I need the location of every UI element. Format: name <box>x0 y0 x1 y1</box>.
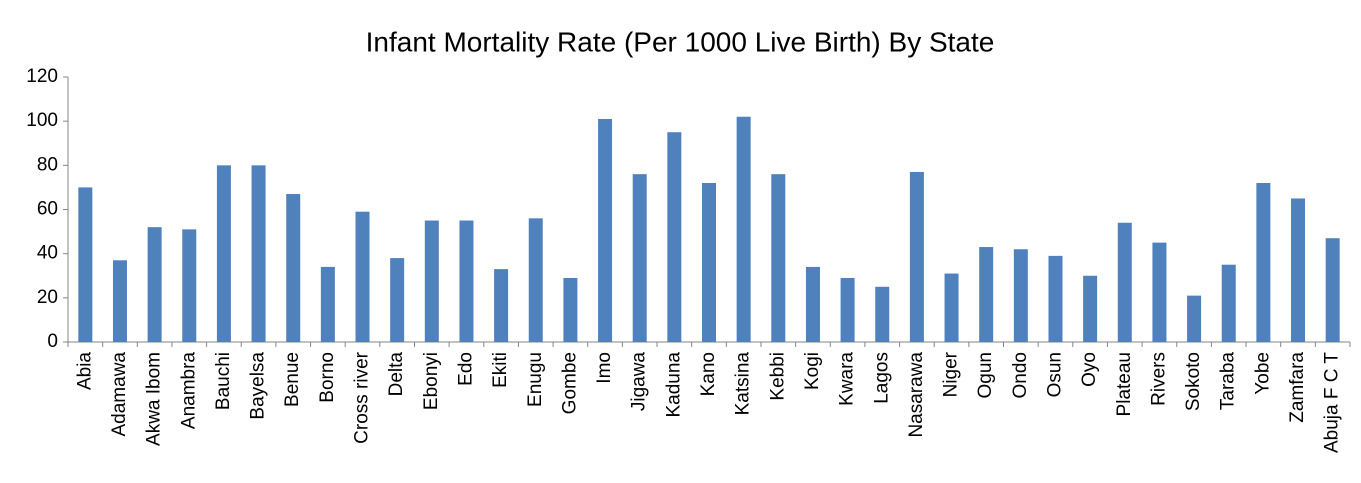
bar <box>875 286 890 342</box>
y-tick-label: 100 <box>26 110 58 131</box>
bar <box>805 266 820 342</box>
x-tick-label: Kaduna <box>663 352 684 418</box>
bar <box>1152 242 1167 342</box>
bar <box>286 194 301 342</box>
y-tick-label: 0 <box>47 331 58 352</box>
bar <box>771 174 786 342</box>
x-tick-label: Bayelsa <box>248 352 269 420</box>
bar <box>459 220 474 342</box>
x-tick-label: Kano <box>698 352 719 396</box>
bar <box>979 247 994 342</box>
x-tick-label: Osun <box>1045 352 1066 397</box>
x-tick-label: Katsina <box>733 352 754 416</box>
x-tick-label: Enugu <box>525 352 546 407</box>
x-tick-label: Kogi <box>802 352 823 390</box>
x-tick-label: Jigawa <box>629 352 650 412</box>
x-tick-label: Taraba <box>1218 352 1239 411</box>
bar <box>424 220 439 342</box>
bar <box>736 116 751 342</box>
x-tick-label: Ebonyi <box>421 352 442 410</box>
y-tick-label: 40 <box>37 243 58 264</box>
bar <box>1325 238 1340 342</box>
y-tick-label: 20 <box>37 287 58 308</box>
x-tick-label: Abia <box>74 352 95 390</box>
x-tick-label: Nasarawa <box>906 352 927 438</box>
bar <box>390 258 405 342</box>
x-tick-label: Yobe <box>1252 352 1273 395</box>
x-tick-label: Gombe <box>559 352 580 414</box>
bar <box>1256 183 1271 342</box>
y-tick-label: 60 <box>37 199 58 220</box>
bar <box>251 165 266 342</box>
x-tick-label: Delta <box>386 352 407 397</box>
bar <box>494 269 509 342</box>
x-tick-label: Kebbi <box>767 352 788 401</box>
bar <box>1083 275 1098 342</box>
bar <box>78 187 93 342</box>
bar <box>909 171 924 342</box>
bar <box>147 227 162 342</box>
x-tick-label: Lagos <box>871 352 892 404</box>
y-tick-label: 120 <box>26 66 58 87</box>
bar <box>1013 249 1028 342</box>
x-tick-label: Adamawa <box>109 352 130 437</box>
bar <box>216 165 231 342</box>
y-tick-label: 80 <box>37 154 58 175</box>
bar <box>182 229 197 342</box>
x-tick-label: Ekiti <box>490 352 511 388</box>
x-tick-label: Kwara <box>837 352 858 406</box>
bar <box>944 273 959 342</box>
x-tick-label: Sokoto <box>1183 352 1204 411</box>
x-tick-label: Cross river <box>352 351 373 444</box>
bar <box>355 211 370 342</box>
bar <box>667 132 682 342</box>
bar <box>528 218 543 342</box>
x-tick-label: Zamfara <box>1287 352 1308 423</box>
x-tick-label: Ogun <box>975 352 996 398</box>
x-tick-label: Imo <box>594 352 615 384</box>
x-tick-label: Niger <box>941 351 962 397</box>
bar <box>1117 222 1132 342</box>
bar <box>702 183 716 342</box>
x-tick-label: Benue <box>282 352 303 407</box>
chart-title: Infant Mortality Rate (Per 1000 Live Bir… <box>366 26 995 57</box>
bar <box>1291 198 1306 342</box>
x-tick-label: Ondo <box>1010 352 1031 398</box>
x-tick-label: Oyo <box>1079 352 1100 387</box>
x-tick-label: Plateau <box>1114 352 1135 416</box>
x-tick-label: Abuja F C T <box>1322 352 1343 453</box>
bar <box>1187 295 1202 342</box>
x-tick-label: Bauchi <box>213 352 234 410</box>
bar <box>632 174 647 342</box>
bar <box>1048 255 1063 342</box>
bar <box>598 118 613 342</box>
bar <box>840 277 855 342</box>
x-tick-label: Borno <box>317 352 338 403</box>
bar <box>563 277 578 342</box>
x-tick-label: Edo <box>455 352 476 386</box>
x-tick-label: Akwa Ibom <box>144 352 165 446</box>
bar <box>1221 264 1236 342</box>
x-tick-label: Anambra <box>178 352 199 430</box>
bar <box>112 260 127 342</box>
bar <box>320 266 335 342</box>
x-tick-label: Rivers <box>1148 352 1169 406</box>
